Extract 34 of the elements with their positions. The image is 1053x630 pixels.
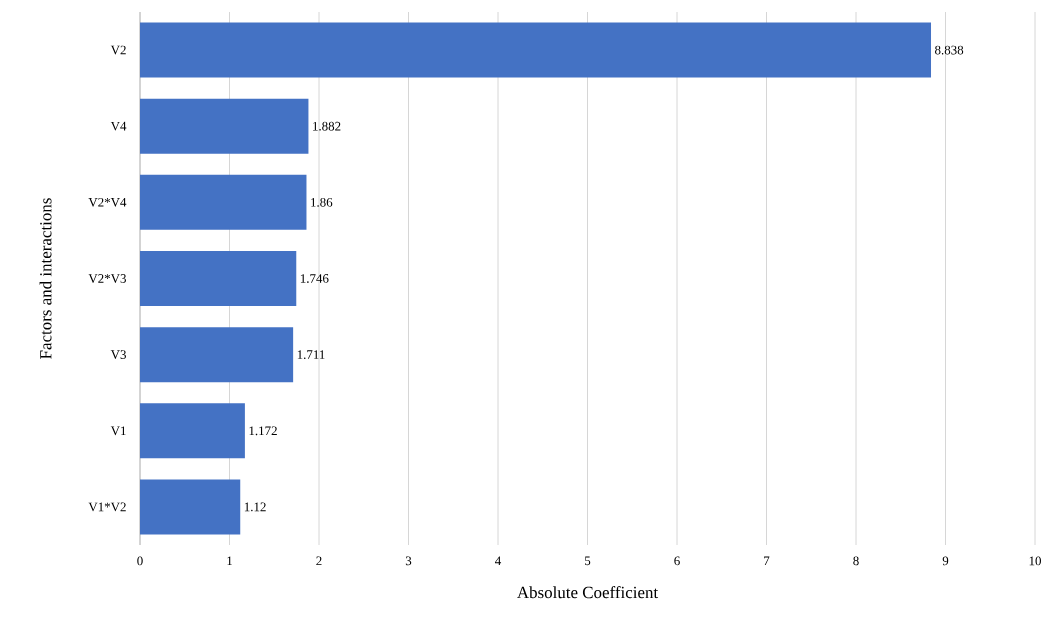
data-label: 1.746 [300,274,329,283]
y-tick-label: V1 [110,426,126,436]
bar [140,403,245,459]
y-tick-label: V2*V3 [88,274,126,283]
bar [140,22,932,78]
bar [140,327,294,383]
x-tick-label: 5 [585,556,591,566]
x-tick-label: 9 [942,556,949,566]
y-tick-label: V2*V4 [88,197,127,207]
x-tick-label: 8 [853,556,859,566]
x-tick-label: 2 [316,556,322,566]
x-tick-label: 3 [405,556,412,566]
x-tick-label: 7 [764,556,770,566]
x-tick-label: 6 [674,556,680,566]
y-tick-label: V3 [110,350,126,360]
x-tick-label: 4 [495,556,502,566]
bar [140,174,307,230]
bar [140,479,241,535]
bar [140,98,309,154]
data-label: 1.882 [313,121,341,131]
y-tick-label: V2 [110,45,126,55]
data-label: 1.86 [311,197,333,207]
x-tick-label: 10 [1029,556,1041,566]
data-label: 1.711 [297,350,325,360]
x-tick-label: 0 [137,556,143,566]
data-label: 1.172 [249,426,277,436]
y-tick-label: V1*V2 [88,502,126,512]
data-label: 8.838 [935,45,964,55]
y-tick-label: V4 [110,121,127,131]
x-axis-title: Absolute Coefficient [517,586,659,599]
x-tick-label: 1 [227,556,232,566]
data-label: 1.12 [244,502,266,512]
bar [140,251,297,306]
y-axis-title: Factors and interactions [39,198,52,359]
